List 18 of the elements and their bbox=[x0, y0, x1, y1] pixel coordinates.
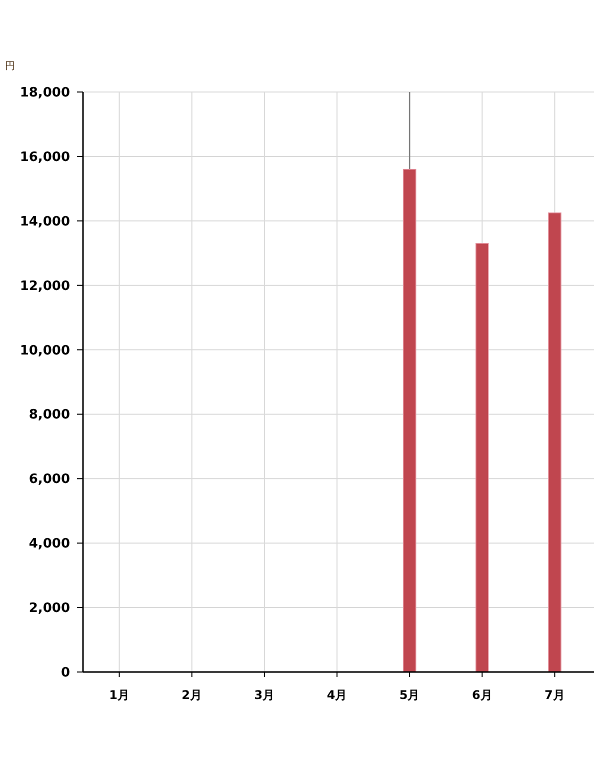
y-tick-label: 16,000 bbox=[20, 150, 70, 165]
y-tick-label: 12,000 bbox=[20, 278, 70, 294]
x-tick-label: 1月 bbox=[109, 688, 130, 702]
y-axis-title: 円 bbox=[5, 61, 15, 72]
x-tick-label: 2月 bbox=[182, 688, 202, 702]
y-tick-label: 6,000 bbox=[28, 472, 70, 488]
y-tick-label: 18,000 bbox=[20, 86, 70, 100]
y-tick-label: 10,000 bbox=[20, 343, 70, 358]
y-tick-label: 8,000 bbox=[28, 408, 70, 423]
x-tick-label: 5月 bbox=[399, 688, 420, 702]
y-tick-label: 0 bbox=[60, 666, 70, 680]
x-tick-label: 6月 bbox=[472, 688, 492, 702]
x-tick-label: 3月 bbox=[254, 688, 275, 702]
x-tick-label: 7月 bbox=[544, 688, 565, 702]
y-tick-label: 14,000 bbox=[20, 214, 70, 230]
y-tick-label: 4,000 bbox=[28, 536, 70, 552]
x-tick-label: 4月 bbox=[326, 688, 348, 702]
y-tick-label: 2,000 bbox=[28, 601, 70, 616]
